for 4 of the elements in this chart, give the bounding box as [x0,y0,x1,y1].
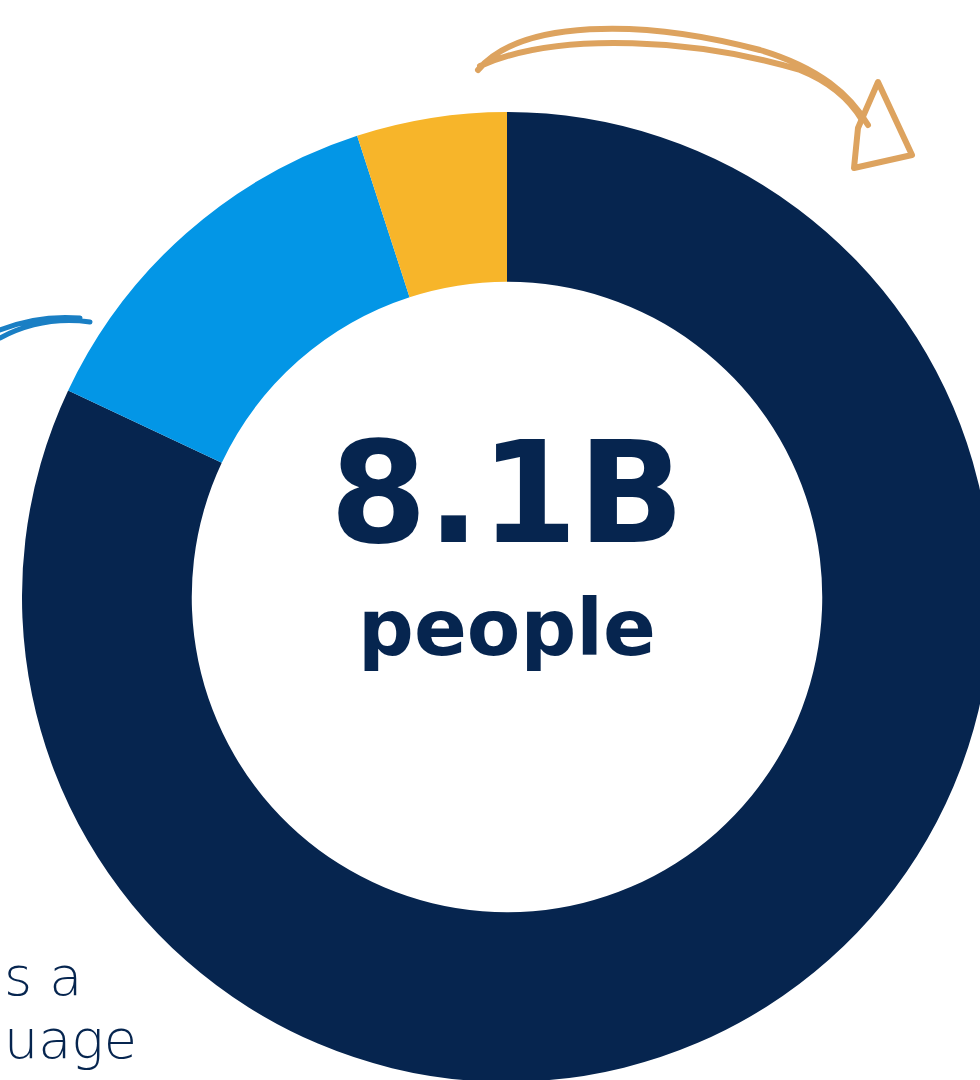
text: 8.1B [329,412,685,575]
text: uage [4,1008,137,1071]
text: people [358,583,656,673]
text: s a [4,945,83,1008]
